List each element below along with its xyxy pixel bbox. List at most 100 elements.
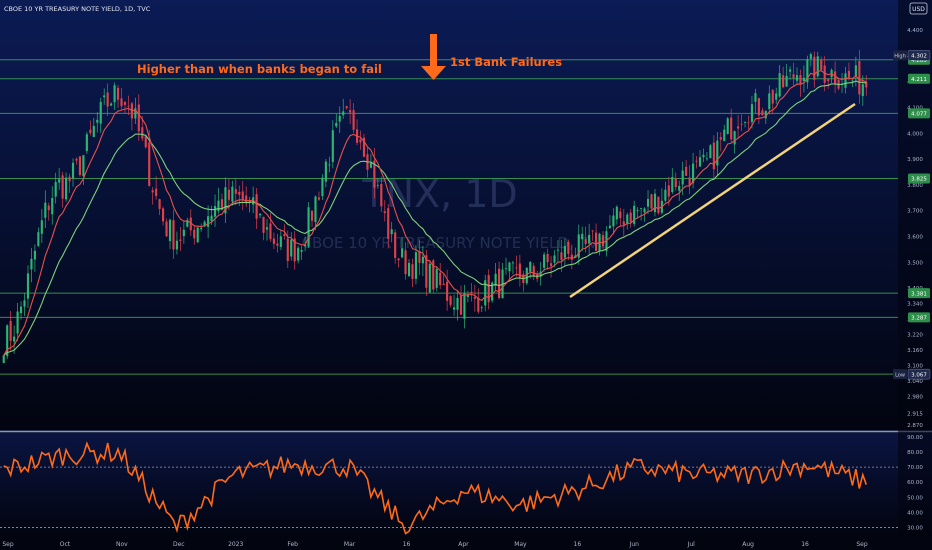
candle: [335, 114, 338, 129]
candle-body: [709, 145, 712, 159]
candle-body: [116, 87, 120, 100]
candle-body: [615, 206, 618, 220]
candle-body: [349, 110, 352, 113]
price-axis-label: 3.500: [907, 260, 923, 266]
candle-body: [688, 177, 691, 186]
candle: [213, 194, 217, 227]
candle: [698, 150, 702, 167]
candle: [116, 84, 120, 108]
level-tag: [908, 73, 930, 84]
candle: [175, 231, 179, 255]
candle-body: [785, 75, 788, 87]
candle-body: [103, 95, 106, 98]
level-tag-label: 4.285: [911, 58, 927, 64]
candle-body: [182, 229, 185, 237]
candle: [733, 130, 736, 154]
candle-body: [477, 297, 480, 312]
candle: [120, 87, 123, 110]
candle-body: [466, 294, 469, 297]
price-axis-label: 2.870: [907, 423, 923, 429]
ema-slow-line: [3, 80, 867, 356]
candle: [795, 67, 799, 86]
candle: [504, 257, 508, 275]
candle: [508, 261, 511, 280]
candle: [13, 325, 16, 354]
candle: [106, 83, 109, 117]
candle-body: [220, 199, 224, 210]
candle-body: [640, 208, 643, 209]
candle: [387, 204, 390, 249]
price-tag-name-bg: [893, 50, 907, 61]
candle: [764, 110, 767, 125]
candle-body: [556, 249, 560, 251]
candle-body: [733, 131, 736, 145]
level-tag: [908, 312, 930, 323]
candle: [439, 262, 442, 290]
currency-badge[interactable]: USD: [909, 2, 928, 15]
candle-body: [401, 248, 404, 258]
price-axis-background: [898, 0, 932, 537]
candle: [622, 208, 625, 237]
candle: [16, 303, 19, 341]
candle: [193, 224, 196, 245]
candle-body: [331, 130, 334, 162]
rsi-axis-label: 40.00: [907, 510, 923, 516]
candle-body: [601, 235, 605, 247]
candle: [730, 108, 733, 142]
candle: [446, 269, 449, 311]
candle: [293, 231, 296, 270]
candle: [321, 174, 324, 200]
uptrend-line[interactable]: [569, 102, 856, 299]
level-tag-label: 3.381: [911, 291, 927, 297]
candle: [491, 281, 494, 303]
candle: [778, 64, 781, 98]
level-tag-label: 4.211: [911, 77, 927, 83]
candle-body: [685, 166, 688, 176]
candle-body: [123, 101, 127, 105]
candle-body: [813, 56, 816, 80]
time-axis-label: Aug: [742, 541, 754, 548]
candle: [456, 291, 459, 321]
candle: [127, 95, 130, 116]
candle: [269, 212, 272, 242]
candle-body: [290, 239, 293, 257]
candle-body: [847, 70, 851, 78]
candle: [96, 112, 99, 133]
candle-body: [858, 61, 861, 95]
candle: [328, 156, 331, 173]
candle-body: [307, 207, 310, 247]
candle-body: [179, 239, 182, 241]
rsi-pane-background: [0, 433, 932, 537]
candle-body: [816, 56, 819, 77]
time-axis[interactable]: Sep Oct Nov Dec 2023 Feb Mar 16 Apr May 16 Jun Jul Au…: [2, 541, 868, 548]
price-tag-bg: [907, 368, 931, 380]
candle-body: [827, 79, 830, 82]
candle-body: [373, 160, 376, 188]
candle: [709, 144, 712, 159]
candle-body: [418, 250, 421, 263]
candle: [532, 262, 535, 281]
candle: [629, 208, 632, 228]
annotation-bank-failures: 1st Bank Failures: [450, 55, 562, 69]
candle: [220, 193, 224, 211]
candle-body: [155, 188, 158, 197]
candle: [543, 252, 546, 272]
candle-body: [622, 221, 625, 225]
candle: [44, 190, 47, 228]
candle-body: [61, 175, 64, 199]
candle: [678, 180, 681, 201]
candle-body: [695, 160, 698, 162]
candle-body: [92, 125, 95, 137]
candle: [820, 56, 823, 71]
time-axis-label: Apr: [458, 541, 469, 548]
candle-body: [162, 208, 165, 222]
candle-body: [200, 227, 203, 230]
candle-body: [207, 216, 210, 227]
candle-body: [449, 296, 452, 305]
candle-body: [110, 103, 113, 106]
time-axis-label: 2023: [228, 541, 243, 548]
rsi-axis-label: 80.00: [907, 450, 923, 456]
candle: [314, 195, 317, 231]
candle-body: [525, 267, 528, 284]
candle-body: [2, 355, 5, 364]
